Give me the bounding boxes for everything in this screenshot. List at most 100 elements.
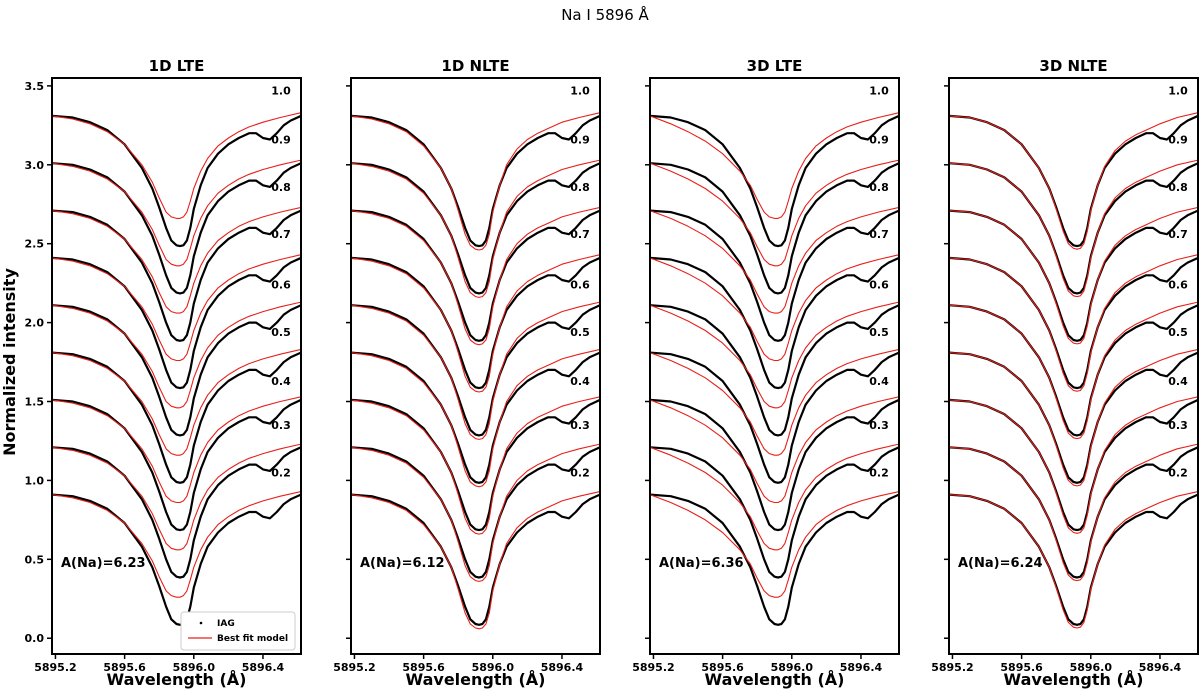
abundance-label: A(Na)=6.24 <box>958 556 1043 571</box>
x-tick-label: 5895.2 <box>931 661 973 674</box>
observed-profile-0.7 <box>949 256 1198 390</box>
legend-observed-label: IAG <box>217 619 235 629</box>
model-profile-0.7 <box>949 254 1198 392</box>
observed-profile-0.6 <box>52 304 301 437</box>
model-profile-0.5 <box>949 348 1198 487</box>
model-profile-1.0 <box>949 112 1198 250</box>
mu-label: 0.9 <box>271 134 291 147</box>
observed-profile-0.7 <box>351 256 600 390</box>
observed-profile-0.6 <box>351 304 600 437</box>
observed-profile-1.0 <box>949 114 1198 248</box>
panel-1: 1D LTE 0.2 0.3 0.4 0.5 0.6 0.7 0.8 0.9 1.0 A(Na)=6… <box>25 57 302 689</box>
x-tick-label: 5896.0 <box>472 661 515 674</box>
model-profile-0.4 <box>351 396 600 535</box>
axes-frame <box>350 77 601 655</box>
model-profile-0.5 <box>351 348 600 488</box>
observed-profile-1.0 <box>52 114 301 248</box>
model-profile-0.3 <box>351 443 600 582</box>
mu-label: 0.4 <box>1168 375 1188 388</box>
x-tick-label: 5896.4 <box>541 661 584 674</box>
mu-label: 0.4 <box>271 375 291 388</box>
observed-profile-0.5 <box>650 351 899 484</box>
model-profile-0.9 <box>351 159 600 298</box>
axes-frame <box>51 77 302 655</box>
x-tick-label: 5895.6 <box>103 661 146 674</box>
plot-area <box>949 112 1198 629</box>
observed-profile-0.4 <box>351 398 600 532</box>
mu-label: 0.6 <box>271 279 291 292</box>
mu-label: 0.6 <box>869 279 889 292</box>
plot-area <box>650 112 899 626</box>
x-tick-label: 5895.6 <box>402 661 445 674</box>
model-profile-0.7 <box>650 254 899 362</box>
model-profile-0.8 <box>949 206 1198 345</box>
model-profile-1.0 <box>52 112 301 219</box>
mu-label: 0.9 <box>869 134 889 147</box>
model-profile-0.2 <box>949 490 1198 629</box>
mu-label: 0.7 <box>271 228 291 241</box>
y-tick-label: 1.5 <box>25 396 45 409</box>
x-tick-label: 5896.0 <box>771 661 814 674</box>
mu-label: 0.8 <box>570 181 590 194</box>
mu-label: 0.2 <box>271 467 291 480</box>
panel-title: 1D NLTE <box>441 57 509 75</box>
observed-profile-1.0 <box>650 114 899 248</box>
x-tick-label: 5896.4 <box>242 661 285 674</box>
mu-label: 0.5 <box>1168 326 1188 339</box>
panel-title: 3D LTE <box>747 57 803 75</box>
panel-2: 1D NLTE 0.2 0.3 0.4 0.5 0.6 0.7 0.8 0.9 1.0 A(Na)=… <box>333 57 601 689</box>
legend: IAG Best fit model <box>180 611 296 651</box>
model-profile-0.5 <box>650 348 899 456</box>
mu-label: 0.3 <box>570 419 590 432</box>
mu-label: 0.3 <box>1168 419 1188 432</box>
axes-frame <box>649 77 900 655</box>
abundance-label: A(Na)=6.23 <box>61 556 146 571</box>
x-axis-label: Wavelength (Å) <box>107 670 247 689</box>
mu-label: 0.7 <box>869 228 889 241</box>
mu-label: 0.2 <box>570 467 590 480</box>
x-tick-label: 5896.4 <box>840 661 883 674</box>
mu-label: 0.5 <box>570 326 590 339</box>
x-tick-label: 5895.2 <box>333 661 375 674</box>
abundance-label: A(Na)=6.12 <box>360 556 445 571</box>
x-tick-label: 5895.2 <box>34 661 76 674</box>
panel-3: 3D LTE 0.2 0.3 0.4 0.5 0.6 0.7 0.8 0.9 1.0 A(Na)=6… <box>632 57 900 689</box>
y-tick-label: 3.0 <box>25 159 45 172</box>
model-profile-0.7 <box>52 254 301 362</box>
y-tick-label: 2.5 <box>25 238 45 251</box>
model-profile-0.3 <box>650 443 899 551</box>
mu-label: 0.2 <box>1168 467 1188 480</box>
y-tick-label: 2.0 <box>25 317 45 330</box>
plot-area <box>351 112 600 630</box>
figure-title: Na I 5896 Å <box>561 5 649 24</box>
model-profile-0.9 <box>52 159 301 267</box>
observed-profile-0.9 <box>949 162 1198 295</box>
observed-profile-0.4 <box>650 398 899 532</box>
model-profile-0.3 <box>52 443 301 551</box>
y-tick-label: 1.0 <box>25 474 45 487</box>
observed-profile-0.9 <box>351 162 600 295</box>
x-tick-label: 5896.0 <box>173 661 216 674</box>
y-tick-label: 0.5 <box>25 553 45 566</box>
observed-profile-0.5 <box>351 351 600 484</box>
model-profile-0.8 <box>351 206 600 346</box>
mu-label: 0.5 <box>869 326 889 339</box>
model-profile-0.2 <box>52 490 301 598</box>
abundance-label: A(Na)=6.36 <box>659 556 744 571</box>
model-profile-0.5 <box>52 348 301 456</box>
observed-profile-0.6 <box>650 304 899 437</box>
model-profile-0.9 <box>650 159 899 267</box>
model-profile-0.7 <box>351 254 600 393</box>
observed-profile-0.7 <box>52 256 301 390</box>
mu-label: 0.3 <box>271 419 291 432</box>
mu-label: 0.8 <box>271 181 291 194</box>
observed-profile-0.6 <box>949 304 1198 437</box>
model-profile-0.9 <box>949 159 1198 298</box>
mu-label: 1.0 <box>570 85 590 98</box>
observed-profile-0.5 <box>52 351 301 484</box>
observed-profile-0.8 <box>52 209 301 342</box>
x-axis-label: Wavelength (Å) <box>705 670 845 689</box>
mu-label: 0.4 <box>869 375 889 388</box>
mu-label: 0.6 <box>570 279 590 292</box>
